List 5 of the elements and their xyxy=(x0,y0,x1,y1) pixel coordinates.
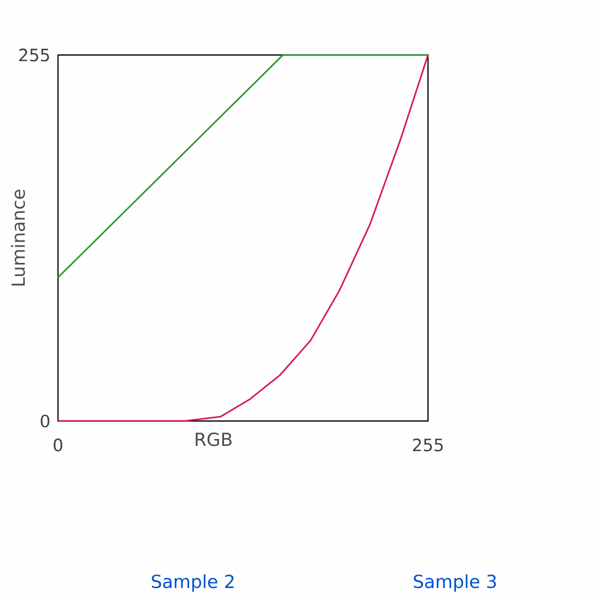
line-series xyxy=(57,54,429,422)
text: Sample 2 xyxy=(152,574,234,592)
y-axis-title: Luminance xyxy=(11,190,25,286)
x-axis-title: RGB xyxy=(196,432,232,446)
text: Sample 3 xyxy=(414,574,496,592)
